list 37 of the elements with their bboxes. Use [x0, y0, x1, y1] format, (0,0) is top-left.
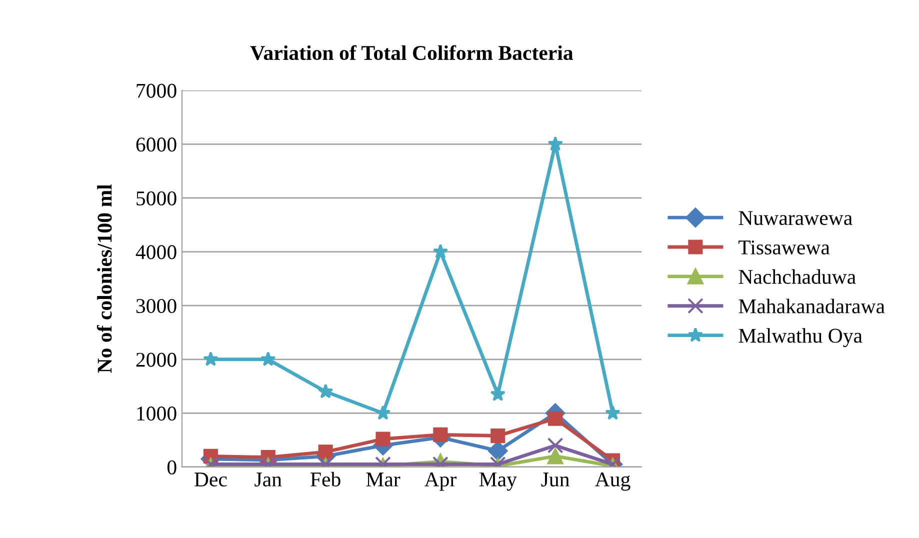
x-tick-label: Feb — [310, 472, 340, 487]
point — [547, 437, 564, 454]
point — [547, 448, 564, 464]
point — [260, 351, 276, 366]
y-tick-label: 2000 — [136, 352, 176, 367]
y-tick-label: 1000 — [137, 406, 176, 421]
y-axis-title: No of colonies/100 ml — [96, 184, 112, 373]
point — [318, 384, 334, 398]
point — [548, 411, 563, 426]
y-tick-label: 4000 — [136, 245, 176, 260]
legend-label: Nuwarawewa — [738, 211, 852, 226]
point — [548, 136, 563, 151]
x-tick-label: Jan — [254, 472, 282, 487]
point — [375, 405, 391, 420]
legend-label: Nachchaduwa — [738, 269, 856, 284]
x-tick-label: Aug — [595, 472, 630, 491]
x-tick-label: Apr — [424, 472, 456, 491]
point — [605, 405, 620, 420]
y-tick-label: 0 — [167, 460, 176, 474]
x-tick-label: Mar — [366, 472, 400, 487]
x-tick-label: Jun — [541, 472, 570, 487]
x-tick-label: Dec — [194, 472, 227, 487]
chart-title: Variation of Total Coliform Bacteria — [250, 45, 574, 60]
y-tick-label: 5000 — [136, 191, 176, 206]
y-tick-label: 7000 — [136, 84, 176, 98]
point — [490, 428, 506, 444]
y-tick-label: 6000 — [136, 138, 176, 152]
y-tick-label: 3000 — [136, 298, 176, 314]
legend-label: Mahakanadarawa — [738, 298, 885, 314]
point — [432, 244, 448, 258]
point — [490, 386, 506, 402]
point — [376, 432, 390, 446]
x-tick-label: May — [479, 472, 517, 491]
point — [203, 351, 218, 366]
legend-label: Malwathu Oya — [738, 328, 862, 348]
legend-label: Tissawewa — [738, 240, 830, 254]
point — [318, 444, 333, 460]
